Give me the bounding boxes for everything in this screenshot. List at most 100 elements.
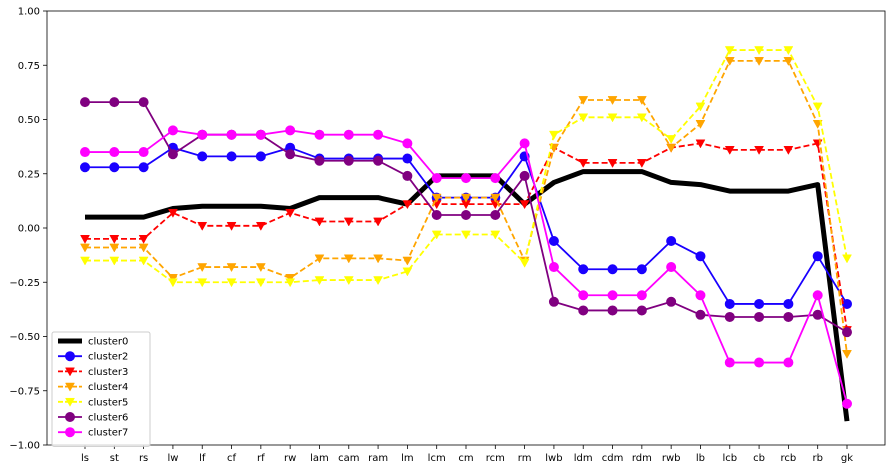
data-point-cluster7 <box>314 129 325 140</box>
data-point-cluster3 <box>226 221 237 231</box>
axes-frame <box>46 10 886 446</box>
data-point-cluster7 <box>402 138 413 149</box>
legend-item-cluster7: cluster7 <box>58 427 128 439</box>
data-point-cluster7 <box>461 173 471 184</box>
data-point-cluster5 <box>666 135 677 145</box>
data-point-cluster6 <box>314 155 325 166</box>
legend-item-cluster4: cluster4 <box>58 382 128 393</box>
data-point-cluster5 <box>695 102 706 112</box>
data-point-cluster3 <box>197 221 208 231</box>
data-point-cluster7 <box>138 147 149 158</box>
data-point-cluster7 <box>548 262 559 273</box>
data-point-cluster5 <box>138 256 149 266</box>
data-point-cluster2 <box>578 264 589 275</box>
data-point-cluster3 <box>373 217 384 227</box>
series-cluster4 <box>80 57 852 359</box>
x-tick-label: ls <box>81 453 89 464</box>
legend-label: cluster7 <box>88 428 128 439</box>
data-point-cluster4 <box>578 96 589 105</box>
x-tick-label: lcm <box>428 453 446 464</box>
data-point-cluster7 <box>607 290 618 301</box>
data-point-cluster5 <box>343 276 354 286</box>
data-point-cluster6 <box>109 97 120 108</box>
data-point-cluster6 <box>343 155 354 166</box>
data-point-cluster5 <box>724 46 735 56</box>
data-point-cluster4 <box>431 193 442 203</box>
data-point-cluster7 <box>666 262 677 273</box>
data-point-cluster3 <box>167 208 178 218</box>
data-point-cluster2 <box>724 298 735 309</box>
legend-label: cluster6 <box>88 413 128 424</box>
x-tick-label: lf <box>199 453 206 464</box>
data-point-cluster3 <box>636 159 647 168</box>
data-point-cluster3 <box>607 159 618 168</box>
data-point-cluster6 <box>812 309 823 320</box>
legend-marker <box>65 382 75 392</box>
data-point-cluster5 <box>519 258 530 268</box>
legend: cluster0 cluster2 cluster3 cluster4 cluster5… <box>51 331 151 447</box>
x-tick-label: st <box>110 453 119 464</box>
legend-label: cluster0 <box>88 337 128 348</box>
data-point-cluster5 <box>285 278 296 288</box>
x-tick-label: cf <box>227 453 236 464</box>
data-point-cluster5 <box>842 254 852 264</box>
legend-item-cluster0: cluster0 <box>58 337 128 348</box>
data-point-cluster6 <box>373 155 384 166</box>
data-point-cluster2 <box>812 251 823 262</box>
x-tick-label: lw <box>167 453 178 464</box>
y-tick-label: −1.00 <box>9 441 40 452</box>
data-point-cluster7 <box>842 398 852 409</box>
data-point-cluster6 <box>519 170 530 181</box>
data-point-cluster4 <box>255 263 266 273</box>
data-point-cluster7 <box>109 147 120 158</box>
y-tick-label: 1.00 <box>18 7 40 18</box>
data-point-cluster4 <box>754 57 765 66</box>
y-tick-label: 0.50 <box>18 115 40 126</box>
data-point-cluster3 <box>80 235 90 244</box>
data-point-cluster6 <box>548 296 559 307</box>
data-point-cluster7 <box>812 290 823 301</box>
data-point-cluster4 <box>490 193 501 203</box>
data-point-cluster2 <box>548 236 559 247</box>
data-point-cluster6 <box>695 309 706 320</box>
data-point-cluster5 <box>578 113 589 123</box>
data-point-cluster2 <box>255 151 266 162</box>
legend-item-cluster6: cluster6 <box>58 412 128 424</box>
legend-label: cluster2 <box>88 352 128 363</box>
data-point-cluster3 <box>724 146 735 155</box>
data-point-cluster6 <box>783 311 794 322</box>
data-point-cluster5 <box>461 230 471 240</box>
legend-item-cluster3: cluster3 <box>58 367 128 378</box>
legend-marker <box>65 351 75 362</box>
data-point-cluster4 <box>109 243 120 253</box>
y-tick-label: −0.50 <box>9 332 40 343</box>
legend-marker <box>65 412 75 422</box>
x-tick-label: gk <box>841 453 853 464</box>
data-point-cluster4 <box>343 254 354 264</box>
data-point-cluster3 <box>343 217 354 227</box>
x-tick-label: ldm <box>574 453 593 464</box>
data-point-cluster5 <box>812 102 823 112</box>
data-point-cluster7 <box>343 129 354 140</box>
data-point-cluster7 <box>578 290 589 301</box>
data-point-cluster3 <box>285 208 296 218</box>
data-point-cluster3 <box>754 146 765 155</box>
data-point-cluster2 <box>607 264 618 275</box>
x-tick-label: rs <box>139 453 148 464</box>
data-point-cluster4 <box>402 256 413 266</box>
series-cluster7 <box>80 125 852 409</box>
y-tick-label: −0.25 <box>9 278 40 289</box>
legend-marker <box>65 427 75 438</box>
data-point-cluster4 <box>80 243 90 253</box>
data-point-cluster5 <box>80 256 90 266</box>
data-point-cluster6 <box>754 311 765 322</box>
data-point-cluster2 <box>666 236 677 247</box>
x-tick-label: cb <box>753 453 765 464</box>
x-tick-label: rcb <box>781 453 797 464</box>
data-point-cluster6 <box>431 209 442 220</box>
series-line-cluster3 <box>85 142 848 331</box>
data-point-cluster2 <box>636 264 647 275</box>
data-point-cluster5 <box>548 130 559 140</box>
x-tick-label: lcb <box>722 453 737 464</box>
